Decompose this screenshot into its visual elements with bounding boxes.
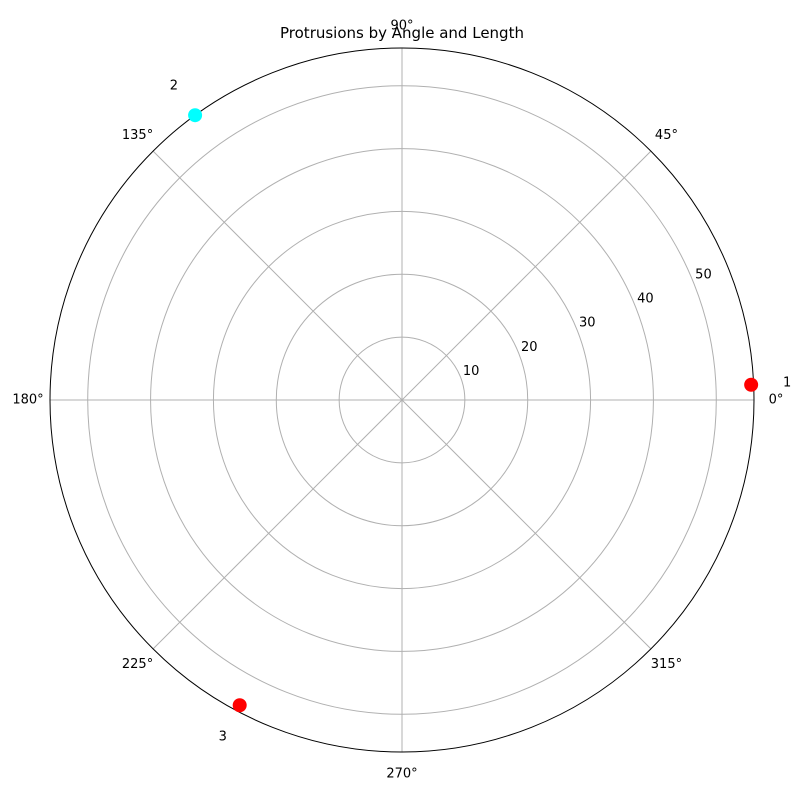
angle-tick-label-180: 180° [12,393,43,408]
data-point-label-3: 3 [219,730,227,745]
radial-tick-label-40: 40 [637,292,654,307]
data-point-2 [188,108,203,123]
radial-tick-label-50: 50 [695,268,712,283]
angle-tick-label-45: 45° [655,128,678,143]
tick-labels: 0° 45° 90° 135° 180° 225° 270° 315° 10 20 30 40 50 [12,19,783,782]
angle-tick-label-270: 270° [386,767,417,782]
data-point-3 [232,698,247,713]
radial-tick-label-20: 20 [521,340,538,355]
angular-grid-line-225 [152,399,403,650]
angle-tick-label-135: 135° [122,128,153,143]
data-point-label-2: 2 [170,79,178,94]
polar-frame [49,47,755,753]
chart-title: Protrusions by Angle and Length [280,24,524,42]
angle-tick-label-90: 90° [390,19,413,34]
data-point-label-1: 1 [783,376,791,391]
data-points: 1 2 3 [170,79,791,745]
data-point-1 [744,377,759,392]
angle-tick-label-225: 225° [122,657,153,672]
polar-grid [49,47,755,753]
angular-grid-line-315 [401,399,652,650]
radial-tick-label-10: 10 [463,364,480,379]
angle-tick-label-0: 0° [769,393,784,408]
angular-grid-line-45 [401,150,652,401]
angular-grid-line-135 [152,150,403,401]
radial-tick-label-30: 30 [579,316,596,331]
angle-tick-label-315: 315° [651,657,682,672]
